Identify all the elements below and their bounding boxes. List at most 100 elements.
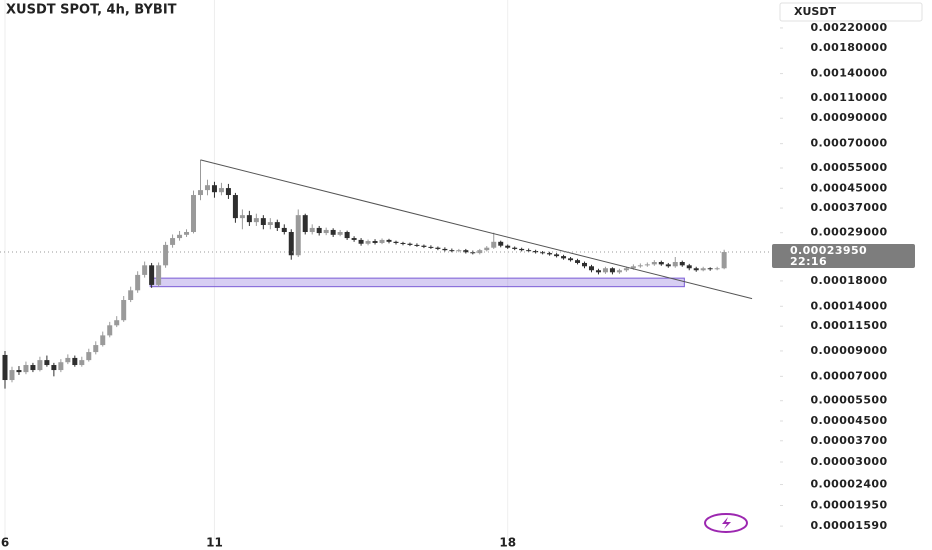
candle-body: [239, 215, 245, 219]
candle-body: [470, 252, 476, 254]
candle-body: [58, 362, 64, 371]
symbol-badge-box: [779, 2, 923, 22]
candle-body: [372, 241, 378, 243]
candle-body: [135, 274, 141, 291]
candle-body: [225, 188, 231, 196]
candle-body: [86, 352, 92, 361]
grid-layer: [4, 0, 509, 539]
candle-body: [721, 252, 727, 269]
candle-body: [170, 238, 176, 245]
y-tick-label: 0.00009000: [810, 344, 887, 357]
candle-body: [156, 265, 162, 285]
candle-body: [295, 215, 301, 256]
candle-body: [512, 247, 518, 249]
candle-body: [191, 195, 197, 233]
zone: [149, 277, 685, 288]
y-tick-label: 0.00001950: [810, 499, 887, 512]
candle-body: [30, 365, 36, 371]
candle-body: [449, 250, 455, 252]
y-tick-label: 0.00001590: [810, 519, 887, 532]
candle-body: [491, 241, 497, 248]
candle-body: [477, 250, 483, 254]
candle-body: [51, 365, 57, 371]
candle-body: [414, 244, 420, 246]
candle-body: [547, 253, 553, 255]
y-tick-label: 0.00055000: [810, 161, 887, 174]
candle-body: [533, 250, 539, 253]
candle-body: [309, 227, 315, 233]
y-tick-label: 0.00018000: [810, 274, 887, 287]
candle-body: [400, 242, 406, 244]
candle-body: [211, 185, 217, 193]
candle-body: [554, 254, 560, 257]
candle-body: [435, 247, 441, 249]
candle-body: [330, 229, 336, 235]
candle-body: [595, 270, 601, 273]
y-tick-label: 0.00004500: [810, 414, 887, 427]
candle-body: [526, 250, 532, 252]
countdown-label: 22:16: [790, 255, 827, 268]
candle-body: [602, 268, 608, 273]
candle-body: [665, 264, 671, 267]
candle-body: [519, 248, 525, 251]
candle-body: [505, 245, 511, 248]
candle-body: [498, 241, 504, 246]
logo-icon: [704, 513, 748, 533]
candle-body: [260, 218, 266, 225]
candle-body: [714, 268, 720, 270]
candle-body: [693, 268, 699, 271]
candle-body: [302, 215, 308, 233]
candle-body: [44, 360, 50, 366]
candle-body: [588, 266, 594, 271]
candle-body: [672, 262, 678, 267]
candle-body: [281, 227, 287, 233]
candle-body: [107, 325, 113, 336]
candle-body: [72, 357, 78, 366]
candle-body: [358, 239, 364, 244]
candle-body: [651, 262, 657, 265]
candle-body: [267, 222, 273, 225]
candle-body: [65, 357, 71, 363]
candle-body: [184, 232, 190, 235]
candle-body: [100, 335, 106, 346]
candle-body: [288, 232, 294, 256]
candle-body: [456, 250, 462, 252]
candle-body: [79, 360, 85, 366]
plot-layer: [0, 159, 780, 389]
candle-body: [442, 248, 448, 251]
candle-body: [393, 241, 399, 243]
candle-body: [37, 360, 43, 371]
candle-body: [128, 290, 134, 301]
candle-body: [246, 215, 252, 223]
y-tick-label: 0.00029000: [810, 226, 887, 239]
candle-body: [484, 247, 490, 251]
candle-body: [163, 244, 169, 266]
candle-body: [316, 227, 322, 234]
y-tick-label: 0.00140000: [810, 67, 887, 80]
candle-body: [344, 232, 350, 239]
y-tick-label: 0.00003700: [810, 434, 887, 447]
y-tick-label: 0.00070000: [810, 137, 887, 150]
symbol-badge: XUSDT: [794, 5, 836, 18]
candle-body: [121, 300, 127, 321]
candle-body: [428, 246, 434, 248]
last-price-label: 0.00023950: [790, 244, 867, 257]
candle-body: [197, 190, 203, 196]
candle-body: [463, 250, 469, 253]
y-tick-label: 0.00037000: [810, 201, 887, 214]
y-tick-label: 0.00090000: [810, 111, 887, 124]
candle-body: [23, 365, 29, 373]
candle-body: [323, 229, 329, 234]
trendline: [200, 159, 753, 300]
candle-body: [149, 265, 155, 285]
candle-body: [16, 370, 22, 373]
candle-body: [616, 270, 622, 273]
y-tick-label: 0.00003000: [810, 455, 887, 468]
chart-title: XUSDT SPOT, 4h, BYBIT: [6, 3, 177, 18]
y-tick-label: 0.00005500: [810, 394, 887, 407]
y-tick-label: 0.00045000: [810, 181, 887, 194]
candle-body: [679, 262, 685, 266]
